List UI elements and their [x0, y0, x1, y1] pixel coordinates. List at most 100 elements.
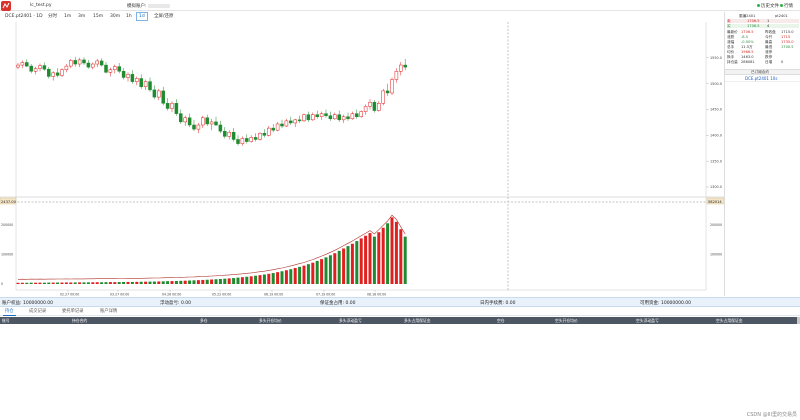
candle-body	[355, 113, 359, 117]
candle-body	[363, 106, 368, 112]
col-header-long-pos[interactable]: 多仓	[200, 318, 208, 323]
tab-orders[interactable]: 委托单记录	[62, 309, 84, 314]
candle-body	[201, 117, 205, 126]
volume-tick-label: 100000	[1, 253, 13, 257]
col-header-short-avg[interactable]: 空头开仓均价	[555, 318, 578, 323]
kline-chart[interactable]: 1550.0 1500.0 1450.0 1400.0 1350.0 1300.0 200…	[0, 22, 725, 297]
time-tick-label: 04.26 00:00	[162, 293, 181, 297]
price-tick-label: 1500.0	[710, 82, 722, 86]
candle-body	[55, 72, 60, 76]
candle-body	[29, 65, 33, 72]
volume-bar	[95, 282, 99, 284]
tab-positions[interactable]: 持仓	[3, 309, 16, 316]
candle-body	[91, 63, 95, 68]
volume-bar	[60, 282, 64, 284]
col-header-long-pnl[interactable]: 多头浮动盈亏	[339, 318, 362, 323]
price-tick-label: 1550.0	[710, 56, 722, 60]
col-header-short-pnl[interactable]: 空头浮动盈亏	[636, 318, 659, 323]
volume-bar	[390, 217, 394, 284]
candle-body	[377, 103, 381, 111]
volume-bar	[16, 282, 20, 284]
volume-bar	[240, 277, 244, 284]
candle-body	[372, 102, 377, 111]
candle-body	[297, 119, 302, 122]
volume-bar	[315, 260, 319, 284]
volume-trend-line	[17, 214, 406, 280]
candle-body	[267, 127, 271, 136]
available: 可用资金: 10000000.00	[640, 300, 691, 306]
tab-trades[interactable]: 成交记录	[29, 309, 47, 314]
period-button-3m[interactable]: 3m	[76, 12, 88, 21]
chart-area[interactable]: 1550.0 1500.0 1450.0 1400.0 1350.0 1300.0 200…	[0, 22, 725, 297]
col-header-long-margin[interactable]: 多头占用保证金	[404, 318, 431, 323]
candle-body	[60, 69, 64, 76]
volume-bar	[311, 262, 315, 284]
positions-table-body	[0, 324, 800, 420]
volume-bar	[381, 227, 385, 284]
volume-bar	[170, 281, 174, 284]
period-button-1d[interactable]: 1d	[136, 12, 148, 21]
period-button-tick[interactable]: 分时	[46, 12, 59, 21]
col-header-long-avg[interactable]: 多头开仓均价	[259, 318, 282, 323]
volume-bar	[245, 276, 249, 284]
volume-bar	[113, 282, 117, 284]
volume-bar	[218, 278, 222, 284]
period-button-1m[interactable]: 1m	[62, 12, 74, 21]
candle-body	[179, 113, 183, 123]
candle-body	[130, 74, 135, 82]
available-label: 可用资金:	[640, 301, 660, 306]
quote-header-left: 委编2401	[739, 14, 756, 18]
candle-body	[284, 120, 289, 127]
volume-bar	[157, 281, 161, 284]
candle-body	[324, 113, 328, 116]
candle-body	[328, 115, 333, 120]
candle-body	[192, 124, 196, 130]
candle-body	[236, 139, 240, 144]
col-header-short-pos[interactable]: 空仓	[497, 318, 505, 323]
period-button-1h[interactable]: 1h	[124, 12, 134, 21]
col-header-account[interactable]: 账号	[2, 318, 10, 323]
col-header-short-margin[interactable]: 空头占用保证金	[716, 318, 743, 323]
time-tick-label: 03.27 00:00	[110, 293, 129, 297]
contract-item[interactable]: DCE.pt2401 10s	[725, 76, 800, 82]
volume-bar	[328, 255, 332, 284]
volume-bar	[174, 280, 178, 284]
volume-tick-label: 200000	[1, 223, 13, 227]
quote-value: -0.50%	[741, 40, 754, 44]
time-tick-label: 05.22 00:00	[212, 293, 231, 297]
volume-bar	[196, 280, 200, 284]
candle-body	[82, 59, 86, 64]
trade-status[interactable]: 行情	[780, 3, 793, 9]
tab-account-details[interactable]: 账户详情	[100, 309, 118, 314]
watermark: CSDN @III里的交易员	[746, 412, 797, 418]
period-button-15m[interactable]: 15m	[91, 12, 106, 21]
quote-row: 持仓量 286081 日增 0	[727, 60, 799, 65]
period-button-30m[interactable]: 30m	[108, 12, 123, 21]
volume-bar	[188, 280, 192, 284]
col-header-symbol[interactable]: 持仓合约	[72, 318, 88, 323]
candle-body	[275, 123, 280, 131]
volume-bar	[179, 280, 183, 284]
bid-price: 1706.5	[747, 24, 760, 28]
volume-bar	[284, 270, 288, 284]
table-scrollbar[interactable]	[797, 317, 800, 324]
volume-bar	[69, 282, 73, 284]
candle-body	[148, 81, 152, 91]
bottom-tabs: 持仓 成交记录 委托单记录 账户详情	[0, 307, 800, 316]
data-status[interactable]: 历史文件	[757, 3, 779, 9]
status-dot-icon	[757, 4, 760, 7]
quote-value: 1706.5	[741, 30, 754, 34]
quote-label: 涨停	[765, 50, 773, 54]
fullscreen-button[interactable]: 全屏/还原	[152, 12, 176, 21]
candle-body	[381, 90, 385, 104]
quote-table: 最新价 1706.5 昨收盘 1715.0 涨跌 -8.5 今开 1715 涨幅…	[727, 30, 799, 67]
candle-body	[25, 62, 29, 67]
volume-bar	[320, 259, 324, 284]
volume-bar	[42, 282, 46, 284]
volume-bar	[368, 233, 372, 284]
candle-body	[16, 64, 20, 68]
volume-bar	[262, 274, 266, 284]
volume-bar	[126, 281, 130, 284]
volume-bar	[25, 282, 29, 284]
volume-bar	[227, 278, 231, 284]
